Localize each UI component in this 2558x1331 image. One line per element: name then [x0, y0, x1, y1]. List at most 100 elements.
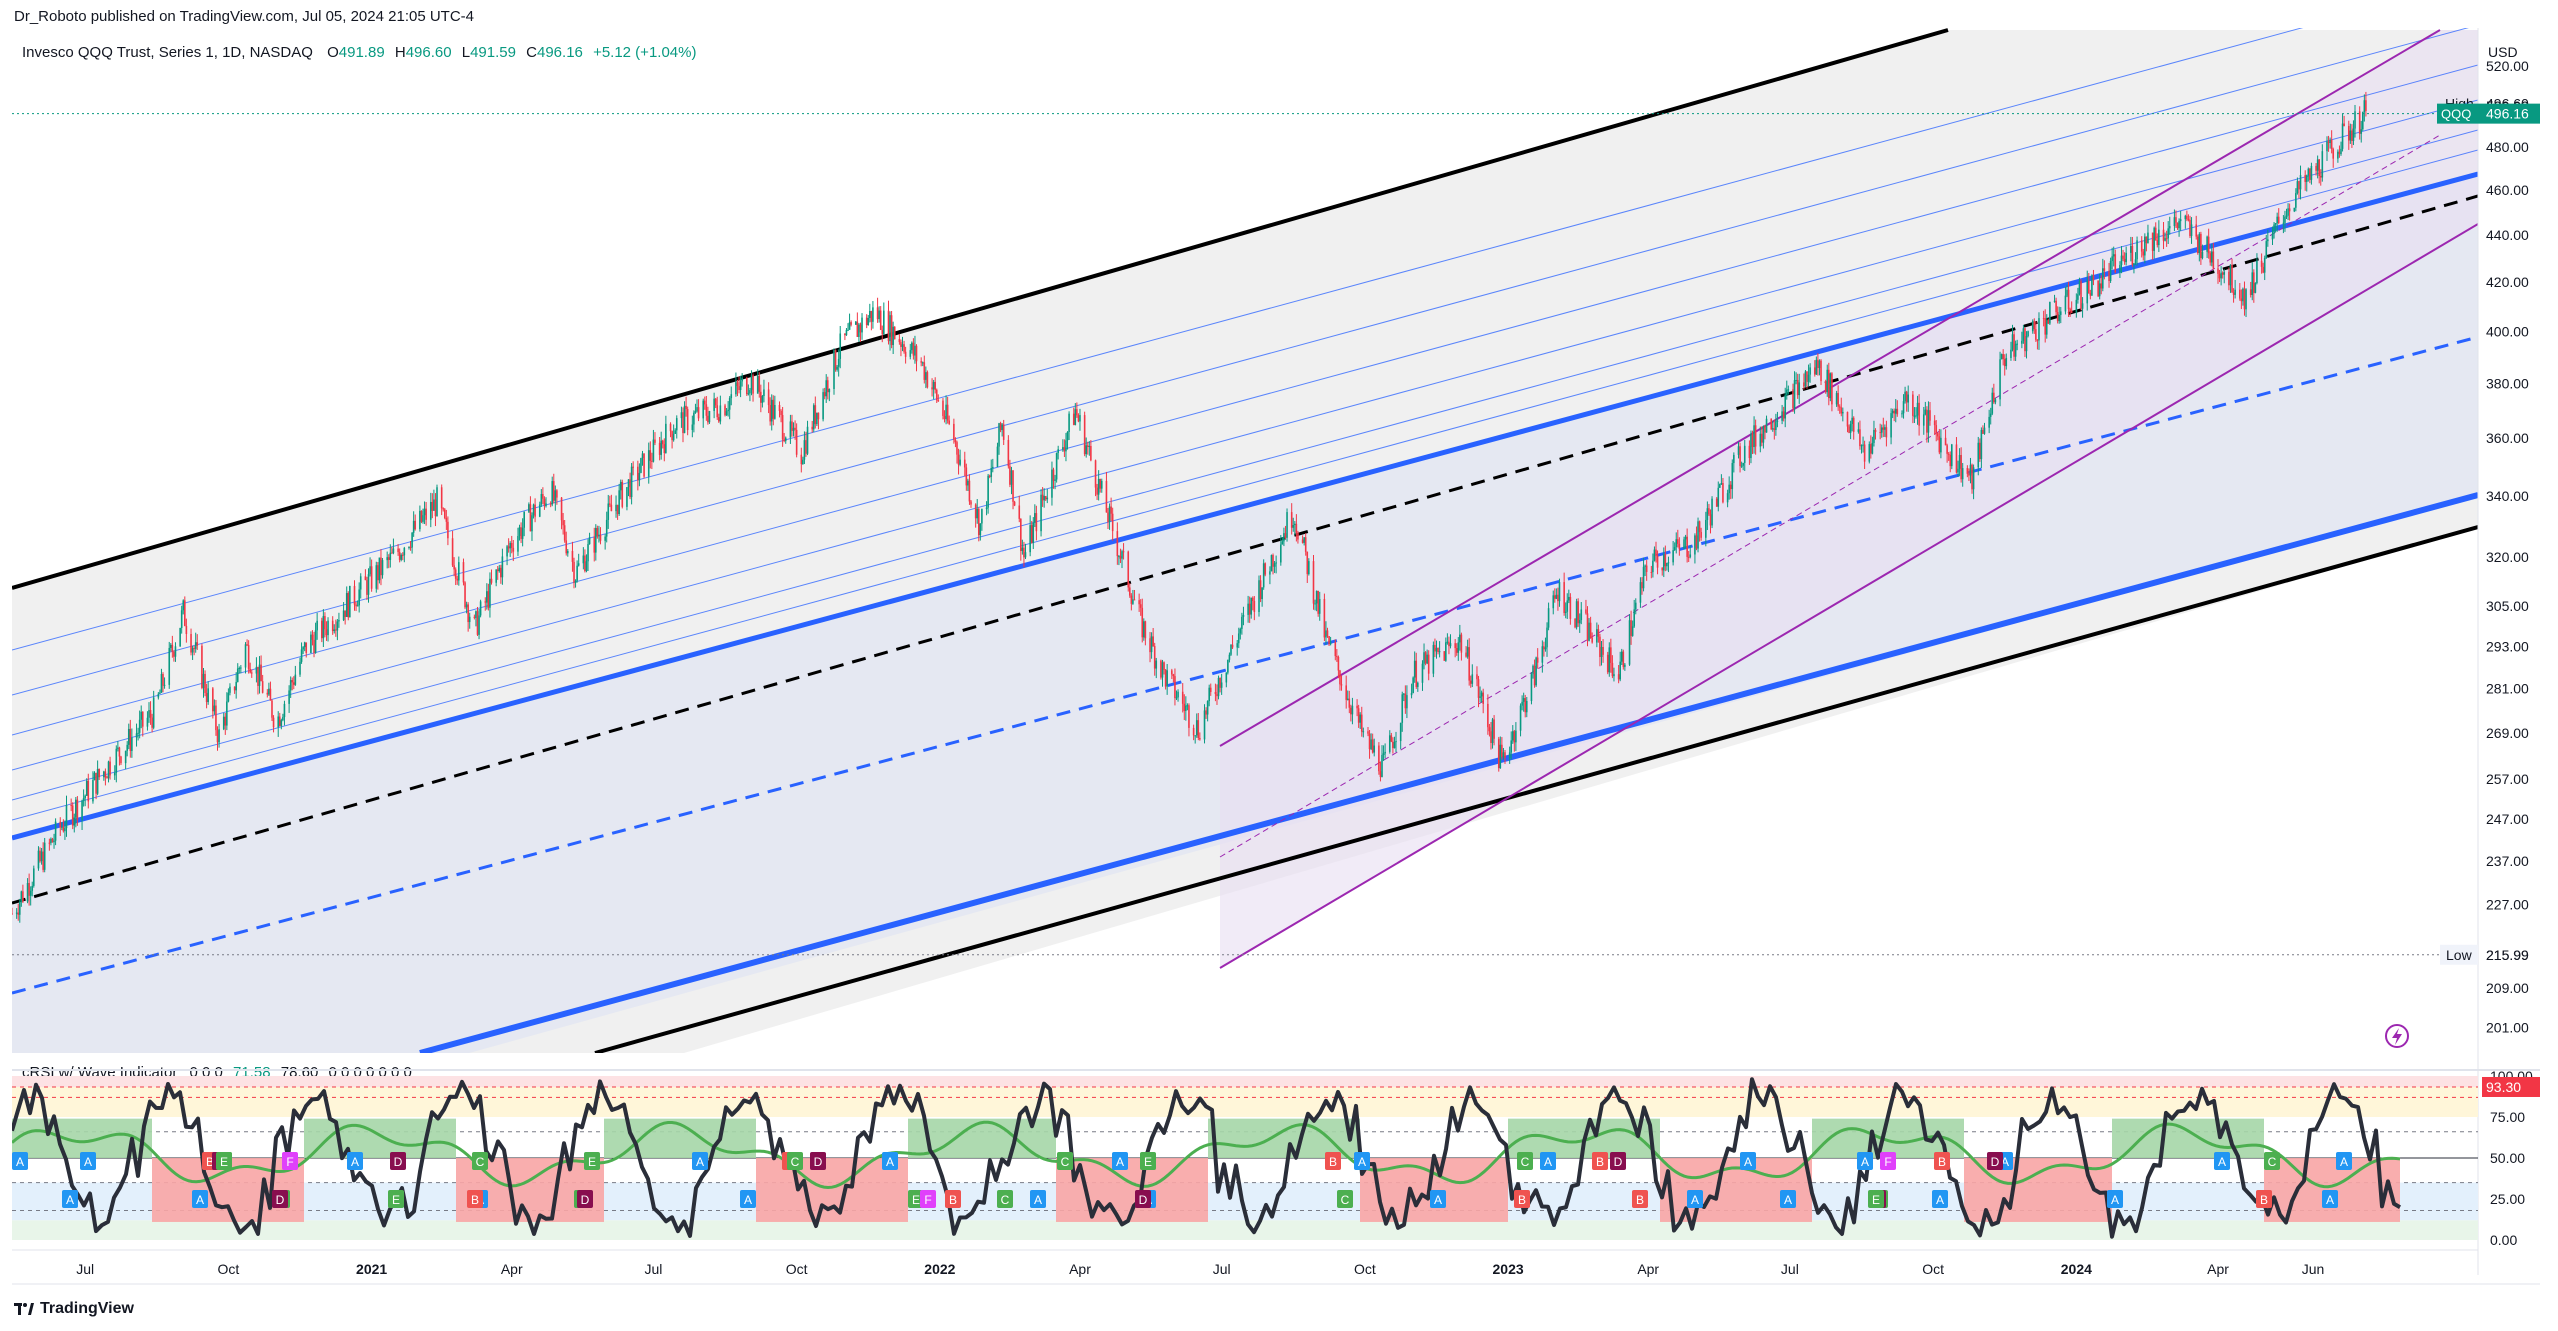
- candle-body: [1083, 415, 1086, 455]
- candle-body: [1709, 514, 1712, 526]
- signal-marker-label: E: [1872, 1193, 1880, 1207]
- candle-body: [1611, 662, 1614, 677]
- wave-block: [2396, 1158, 2400, 1222]
- candle-body: [2168, 226, 2171, 229]
- candle-body: [1912, 394, 1914, 416]
- candle-body: [652, 439, 655, 462]
- candle-body: [292, 682, 295, 685]
- candle-body: [282, 717, 284, 721]
- candle-body: [1281, 541, 1284, 545]
- candle-body: [1655, 549, 1657, 556]
- candle-body: [1002, 424, 1005, 440]
- candle-body: [925, 372, 927, 380]
- candle-body: [1771, 428, 1774, 430]
- candle-body: [1357, 708, 1360, 723]
- candle-body: [822, 392, 824, 420]
- time-tick-label: 2023: [1493, 1261, 1524, 1277]
- candle-body: [387, 557, 390, 560]
- candle-body: [1957, 468, 1959, 473]
- candle-body: [1857, 429, 1860, 432]
- candle-body: [2187, 219, 2190, 221]
- candle-body: [2231, 264, 2233, 293]
- candle-body: [2209, 253, 2212, 263]
- candle-body: [369, 566, 371, 575]
- candle-body: [1468, 647, 1470, 681]
- candle-body: [2195, 224, 2198, 237]
- candle-body: [1631, 626, 1634, 636]
- flash-icon[interactable]: [2385, 1024, 2409, 1048]
- signal-marker-label: A: [1034, 1193, 1042, 1207]
- candle-body: [1936, 433, 1939, 437]
- candle-body: [2242, 288, 2244, 302]
- candle-body: [2049, 301, 2051, 324]
- candle-body: [313, 639, 315, 653]
- candle-body: [1371, 739, 1374, 753]
- candle-body: [2120, 255, 2123, 266]
- candle-body: [1525, 701, 1528, 713]
- candle-body: [2284, 216, 2286, 223]
- candle-body: [800, 454, 803, 465]
- candle-body: [1966, 468, 1969, 474]
- indicator-pane[interactable]: AAAAAAAAAAAAAAAAAAAAAAAAABBBBBBBBBBCCCCC…: [12, 1076, 2478, 1240]
- candle-body: [168, 647, 171, 685]
- signal-marker-label: B: [471, 1193, 479, 1207]
- candle-body: [1231, 644, 1234, 648]
- candle-body: [2024, 328, 2026, 352]
- candle-body: [212, 688, 214, 712]
- candle-body: [240, 667, 242, 669]
- candle-body: [278, 716, 281, 726]
- candle-body: [2271, 233, 2274, 240]
- close-label: C: [526, 44, 537, 61]
- candle-body: [2064, 295, 2067, 312]
- candle-body: [1370, 739, 1372, 750]
- candle-body: [1280, 544, 1282, 563]
- candle-body: [1111, 513, 1114, 532]
- candle-body: [1253, 601, 1256, 612]
- candle-body: [1121, 551, 1123, 559]
- candle-body: [780, 410, 782, 415]
- indicator-tick-label: 0.00: [2490, 1232, 2517, 1248]
- main-pane[interactable]: [11, 0, 2478, 1250]
- candle-body: [268, 688, 270, 695]
- candle-body: [1304, 537, 1307, 552]
- candle-body: [705, 404, 708, 416]
- candle-body: [1359, 714, 1362, 723]
- candle-body: [75, 799, 77, 818]
- candle-body: [429, 501, 432, 520]
- candle-body: [1994, 399, 1997, 403]
- candle-body: [2091, 275, 2093, 296]
- candle-body: [1329, 642, 1332, 645]
- candle-body: [1795, 380, 1797, 382]
- candle-body: [1684, 536, 1687, 540]
- signal-marker-a: [192, 1190, 208, 1208]
- candle-body: [32, 868, 35, 886]
- signal-marker-d: [810, 1152, 826, 1170]
- candle-body: [222, 716, 225, 730]
- candle-body: [2309, 168, 2311, 180]
- candle-body: [1108, 506, 1111, 523]
- candle-body: [1761, 433, 1763, 443]
- candle-body: [1454, 643, 1456, 649]
- candle-body: [1742, 462, 1744, 466]
- candle-body: [403, 547, 406, 556]
- signal-marker-label: B: [1518, 1193, 1526, 1207]
- price-axis[interactable]: 520.00500.00480.00460.00440.00420.00400.…: [2486, 58, 2529, 1035]
- signal-marker-a: [2107, 1190, 2123, 1208]
- candle-body: [1051, 469, 1053, 498]
- candle-body: [1480, 692, 1483, 697]
- candle-body: [20, 891, 23, 902]
- candle-body: [1596, 629, 1598, 643]
- candle-body: [378, 557, 381, 581]
- candle-body: [1586, 613, 1589, 641]
- candle-body: [2277, 216, 2280, 223]
- time-axis[interactable]: Jul Oct 2021 Apr Jul Oct 2022 Apr Jul Oct 2023 Apr J…: [76, 1261, 2324, 1277]
- candle-body: [728, 398, 731, 410]
- candle-body: [2358, 111, 2361, 134]
- time-tick-label: Apr: [501, 1261, 523, 1277]
- candle-body: [1323, 598, 1326, 638]
- candle-body: [2318, 159, 2321, 177]
- tradingview-logo[interactable]: TradingView: [14, 1300, 134, 1318]
- candle-body: [1770, 418, 1773, 430]
